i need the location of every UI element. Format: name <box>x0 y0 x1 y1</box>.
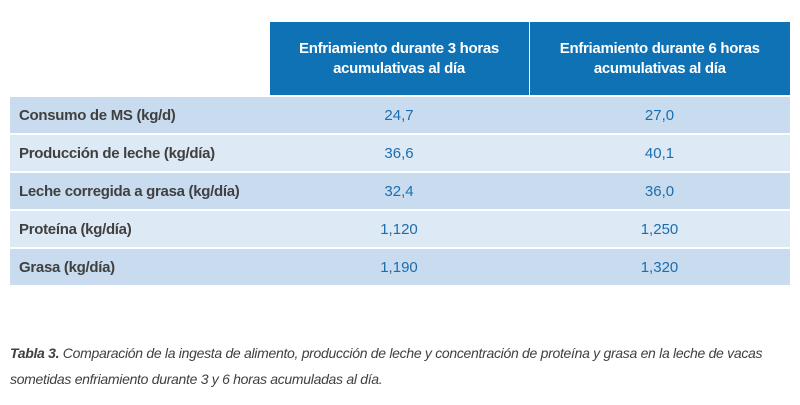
row-label: Grasa (kg/día) <box>10 247 269 285</box>
value-3-hours: 36,6 <box>269 133 529 172</box>
table-caption: Tabla 3. Comparación de la ingesta de al… <box>10 340 795 392</box>
table-row: Proteína (kg/día) 1,120 1,250 <box>10 209 790 248</box>
table-header: Enfriamiento durante 3 horas acumulativa… <box>10 22 790 96</box>
value-6-hours: 1,250 <box>529 209 790 248</box>
row-label: Producción de leche (kg/día) <box>10 133 269 172</box>
caption-lead: Tabla 3. <box>10 345 60 361</box>
value-3-hours: 24,7 <box>269 95 529 134</box>
value-3-hours: 1,120 <box>269 209 529 248</box>
comparison-table-container: Enfriamiento durante 3 horas acumulativa… <box>10 22 790 285</box>
comparison-table: Enfriamiento durante 3 horas acumulativa… <box>10 22 790 285</box>
table-body: Consumo de MS (kg/d) 24,7 27,0 Producció… <box>10 95 790 285</box>
value-3-hours: 32,4 <box>269 171 529 210</box>
table-row: Consumo de MS (kg/d) 24,7 27,0 <box>10 95 790 134</box>
header-6-hours: Enfriamiento durante 6 horas acumulativa… <box>528 22 790 96</box>
table-row: Grasa (kg/día) 1,190 1,320 <box>10 247 790 285</box>
header-empty-cell <box>10 22 269 96</box>
header-row: Enfriamiento durante 3 horas acumulativa… <box>10 22 790 96</box>
value-3-hours: 1,190 <box>269 247 529 285</box>
table-row: Leche corregida a grasa (kg/día) 32,4 36… <box>10 171 790 210</box>
value-6-hours: 1,320 <box>529 247 790 285</box>
table-row: Producción de leche (kg/día) 36,6 40,1 <box>10 133 790 172</box>
row-label: Proteína (kg/día) <box>10 209 269 248</box>
value-6-hours: 27,0 <box>529 95 790 134</box>
value-6-hours: 40,1 <box>529 133 790 172</box>
row-label: Consumo de MS (kg/d) <box>10 95 269 134</box>
caption-text: Comparación de la ingesta de alimento, p… <box>10 345 763 387</box>
value-6-hours: 36,0 <box>529 171 790 210</box>
row-label: Leche corregida a grasa (kg/día) <box>10 171 269 210</box>
header-3-hours: Enfriamiento durante 3 horas acumulativa… <box>268 22 529 96</box>
